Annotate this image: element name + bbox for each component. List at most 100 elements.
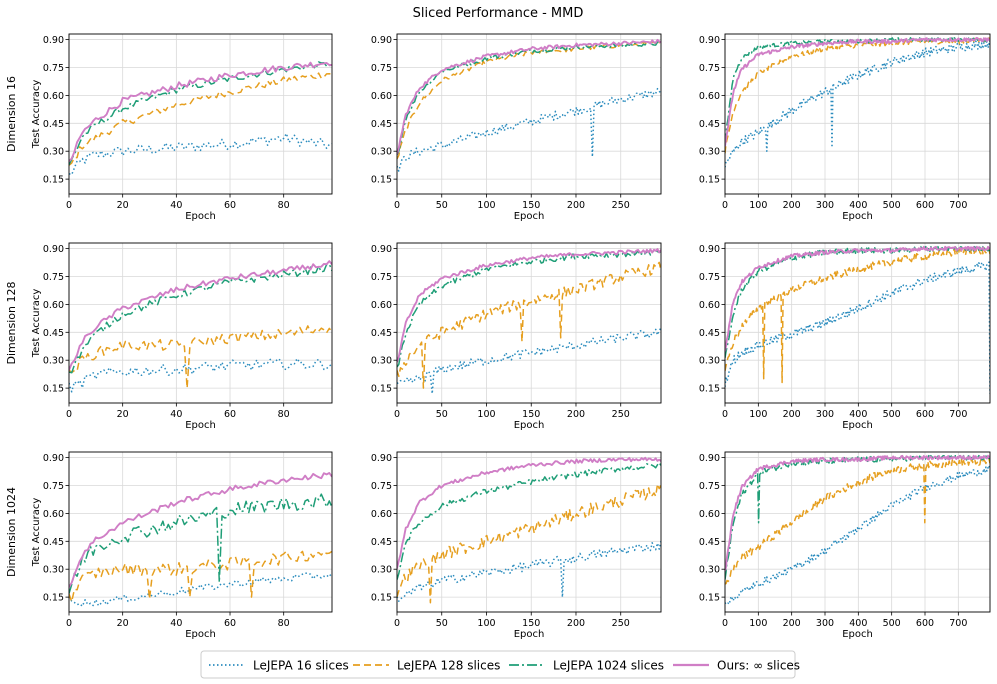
x-tick-label: 80 bbox=[278, 618, 290, 629]
x-tick-label: 150 bbox=[522, 409, 540, 420]
row-label: Dimension 128 bbox=[5, 282, 18, 365]
y-tick-label: 0.75 bbox=[43, 272, 64, 283]
x-axis-label: Epoch bbox=[842, 211, 873, 222]
axes-frame bbox=[396, 451, 662, 613]
x-tick-label: 0 bbox=[722, 409, 728, 420]
x-tick-label: 60 bbox=[224, 200, 236, 211]
y-tick-label: 0.60 bbox=[43, 509, 64, 520]
y-tick-label: 0.90 bbox=[43, 35, 64, 46]
subplot-r2-c0: 0.15 0.30 0.45 0.60 0.75 0.90 0 20 40 60 80 Epoch Te… bbox=[5, 451, 333, 640]
gridlines bbox=[396, 243, 661, 403]
y-tick-label: 0.45 bbox=[699, 537, 720, 548]
y-tick-label: 0.90 bbox=[371, 35, 392, 46]
y-tick-label: 0.90 bbox=[699, 244, 720, 255]
subplot-r0-c2: 0.15 0.30 0.45 0.60 0.75 0.90 0 100 200 300 400 500… bbox=[699, 33, 991, 222]
x-tick-label: 250 bbox=[612, 200, 630, 211]
legend-label: Ours: ∞ slices bbox=[717, 659, 800, 673]
axes-frame bbox=[68, 451, 333, 613]
series-line-lejepa-1024-slices bbox=[397, 461, 661, 580]
series-line-ours-slices bbox=[397, 38, 661, 155]
gridlines bbox=[68, 34, 332, 194]
x-tick-label: 200 bbox=[783, 200, 801, 211]
x-tick-label: 100 bbox=[477, 409, 495, 420]
y-tick-label: 0.45 bbox=[699, 119, 720, 130]
legend-label: LeJEPA 128 slices bbox=[397, 659, 500, 673]
x-axis-label: Epoch bbox=[185, 629, 216, 640]
x-axis-label: Epoch bbox=[185, 211, 216, 222]
x-tick-label: 200 bbox=[783, 618, 801, 629]
x-tick-label: 80 bbox=[278, 200, 290, 211]
x-tick-label: 400 bbox=[849, 409, 867, 420]
y-tick-label: 0.60 bbox=[699, 300, 720, 311]
series-line-lejepa-128-slices bbox=[725, 247, 990, 384]
legend-item: Ours: ∞ slices bbox=[673, 659, 800, 673]
y-tick-label: 0.30 bbox=[699, 356, 720, 367]
y-tick-label: 0.75 bbox=[43, 481, 64, 492]
series-line-lejepa-16-slices bbox=[397, 541, 661, 602]
x-tick-label: 200 bbox=[567, 409, 585, 420]
x-tick-label: 100 bbox=[477, 200, 495, 211]
y-tick-label: 0.90 bbox=[43, 244, 64, 255]
series-line-lejepa-16-slices bbox=[725, 261, 990, 394]
x-tick-label: 500 bbox=[883, 618, 901, 629]
x-tick-label: 700 bbox=[949, 409, 967, 420]
y-tick-label: 0.60 bbox=[371, 509, 392, 520]
series-line-ours-slices bbox=[397, 248, 661, 363]
series-line-lejepa-1024-slices bbox=[69, 493, 332, 594]
series-line-lejepa-1024-slices bbox=[725, 37, 990, 144]
series-line-lejepa-1024-slices bbox=[69, 61, 332, 166]
x-tick-label: 700 bbox=[949, 618, 967, 629]
y-tick-label: 0.45 bbox=[371, 119, 392, 130]
x-tick-label: 150 bbox=[522, 200, 540, 211]
x-tick-label: 100 bbox=[749, 618, 767, 629]
y-tick-label: 0.45 bbox=[43, 328, 64, 339]
x-tick-label: 60 bbox=[224, 618, 236, 629]
series-line-lejepa-128-slices bbox=[725, 457, 990, 585]
legend-label: LeJEPA 16 slices bbox=[253, 659, 349, 673]
x-axis-label: Epoch bbox=[842, 420, 873, 431]
x-tick-label: 20 bbox=[117, 200, 129, 211]
y-tick-label: 0.90 bbox=[699, 35, 720, 46]
row-label: Dimension 16 bbox=[5, 76, 18, 152]
legend: LeJEPA 16 slices LeJEPA 128 slices LeJEPA … bbox=[200, 650, 800, 679]
y-tick-label: 0.90 bbox=[699, 453, 720, 464]
x-tick-label: 0 bbox=[394, 200, 400, 211]
axes-frame bbox=[68, 33, 333, 195]
x-axis-label: Epoch bbox=[514, 420, 545, 431]
row-label: Dimension 1024 bbox=[5, 487, 18, 577]
x-tick-label: 400 bbox=[849, 618, 867, 629]
y-tick-label: 0.60 bbox=[371, 300, 392, 311]
x-tick-label: 0 bbox=[394, 409, 400, 420]
x-tick-label: 20 bbox=[117, 618, 129, 629]
x-axis-label: Epoch bbox=[514, 211, 545, 222]
x-tick-label: 300 bbox=[816, 409, 834, 420]
y-tick-label: 0.30 bbox=[699, 565, 720, 576]
y-tick-label: 0.60 bbox=[699, 91, 720, 102]
x-tick-label: 300 bbox=[816, 618, 834, 629]
subplot-r1-c1: 0.15 0.30 0.45 0.60 0.75 0.90 0 50 100 150 200 250 E… bbox=[371, 242, 662, 431]
y-tick-label: 0.30 bbox=[43, 356, 64, 367]
axes-frame bbox=[724, 242, 991, 404]
x-tick-label: 0 bbox=[722, 200, 728, 211]
series-line-ours-slices bbox=[69, 260, 332, 371]
axes-frame bbox=[68, 242, 333, 404]
legend-item: LeJEPA 128 slices bbox=[353, 659, 500, 673]
x-tick-label: 600 bbox=[916, 409, 934, 420]
subplot-r2-c2: 0.15 0.30 0.45 0.60 0.75 0.90 0 100 200 300 400 500… bbox=[699, 451, 991, 640]
x-axis-label: Epoch bbox=[842, 629, 873, 640]
x-tick-label: 200 bbox=[567, 200, 585, 211]
axes-frame bbox=[396, 33, 662, 195]
y-tick-label: 0.75 bbox=[371, 481, 392, 492]
subplot-r0-c1: 0.15 0.30 0.45 0.60 0.75 0.90 0 50 100 150 200 250 E… bbox=[371, 33, 662, 222]
series-line-lejepa-16-slices bbox=[397, 87, 661, 172]
y-tick-label: 0.15 bbox=[371, 384, 392, 395]
y-tick-label: 0.15 bbox=[699, 384, 720, 395]
y-tick-label: 0.45 bbox=[699, 328, 720, 339]
x-tick-label: 400 bbox=[849, 200, 867, 211]
y-tick-label: 0.90 bbox=[43, 453, 64, 464]
series-line-lejepa-16-slices bbox=[725, 38, 990, 168]
x-tick-label: 40 bbox=[170, 200, 182, 211]
y-tick-label: 0.75 bbox=[699, 63, 720, 74]
x-tick-label: 600 bbox=[916, 618, 934, 629]
